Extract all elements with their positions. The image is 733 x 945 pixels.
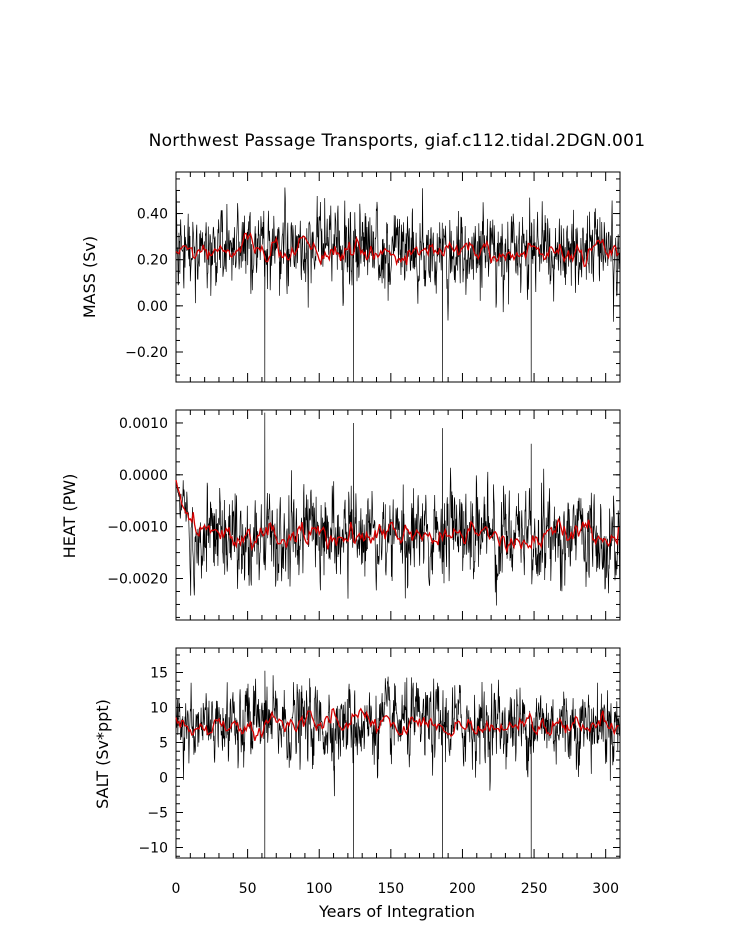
plot-frame	[175, 409, 621, 621]
x-axis-label: Years of Integration	[318, 902, 475, 921]
y-tick-label: 0.40	[137, 207, 168, 223]
salt-axis-label: SALT (Sv*ppt)	[93, 699, 112, 809]
y-tick-label: 15	[150, 666, 168, 682]
raw-series-line	[175, 670, 621, 859]
y-tick-label: 10	[150, 701, 168, 717]
x-tick-label: 100	[306, 881, 333, 897]
x-tick-labels: 0 50 100 150 200 250 300	[172, 881, 620, 897]
plot-frame	[175, 647, 621, 859]
x-tick-label: 150	[377, 881, 404, 897]
y-tick-label: 0.00	[137, 299, 168, 315]
salt-panel: SALT (Sv*ppt) 15 10 5 0 −5 −10	[93, 647, 621, 859]
x-tick-label: 50	[239, 881, 257, 897]
x-tick-label: 0	[172, 881, 181, 897]
y-tick-label: −10	[138, 841, 168, 857]
y-tick-label: 5	[159, 736, 168, 752]
x-tick-label: 250	[521, 881, 548, 897]
y-tick-label: 0.0010	[119, 416, 168, 432]
x-tick-label: 200	[449, 881, 476, 897]
y-tick-label: −0.0010	[107, 520, 168, 536]
raw-series-line	[175, 412, 621, 606]
heat-panel: HEAT (PW) 0.0010 0.0000 −0.0010 −0.0020	[60, 409, 621, 621]
plot-frame	[175, 171, 621, 383]
raw-series-line	[175, 187, 621, 383]
mass-panel: MASS (Sv) 0.40 0.20 0.00 −0.20	[80, 171, 621, 383]
y-tick-label: −0.0020	[107, 572, 168, 588]
y-tick-label: 0.0000	[119, 468, 168, 484]
smoothed-series-line	[175, 707, 619, 741]
y-tick-label: −0.20	[125, 345, 168, 361]
smoothed-series-line	[175, 232, 620, 268]
chart-title: Northwest Passage Transports, giaf.c112.…	[149, 131, 646, 151]
heat-axis-label: HEAT (PW)	[60, 474, 79, 559]
x-tick-label: 300	[592, 881, 619, 897]
y-tick-label: 0	[159, 771, 168, 787]
y-tick-label: 0.20	[137, 253, 168, 269]
y-tick-label: −5	[147, 806, 168, 822]
smoothed-series-line	[175, 479, 620, 554]
mass-axis-label: MASS (Sv)	[80, 236, 99, 318]
